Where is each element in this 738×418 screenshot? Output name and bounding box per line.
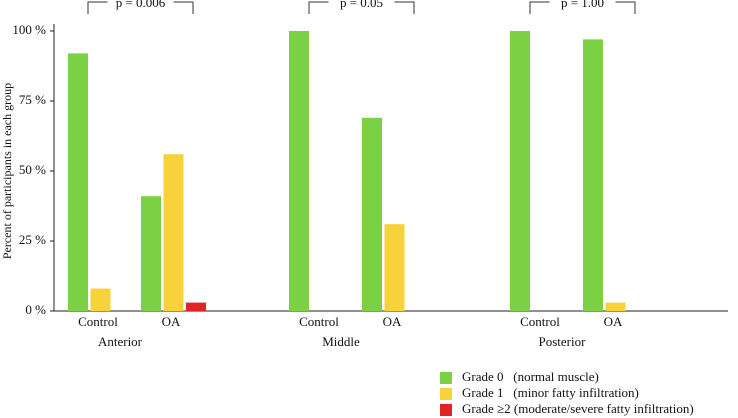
bar [289,31,309,311]
group-label: Middle [322,334,360,349]
x-tick-label: Control [520,314,560,329]
annotation: p = 0.05 [340,0,383,10]
x-tick-label: OA [162,314,181,329]
x-tick-label: OA [604,314,623,329]
x-tick-label: Control [78,314,118,329]
bar [583,39,603,312]
annotation-bg [549,0,616,12]
annotation-bg [328,0,395,12]
y-tick-label: 50 % [19,162,46,177]
bar [605,302,626,311]
legend-swatch [440,404,452,416]
bar [141,196,161,311]
bar [362,117,382,311]
y-axis-label: Percent of participants in each group [0,83,14,259]
bar [384,224,405,311]
legend-swatch [440,372,452,384]
legend-label: Grade 1 (minor fatty infiltration) [462,385,639,400]
bar [90,288,111,311]
bar [510,31,530,311]
y-tick-label: 25 % [19,232,46,247]
bar [163,154,184,311]
x-tick-label: Control [299,314,339,329]
x-tick-label: OA [383,314,402,329]
annotation: p = 1.00 [561,0,604,10]
group-label: Posterior [539,334,587,349]
annotation: p = 0.006 [116,0,166,10]
bar [68,53,88,312]
bar [186,302,206,311]
group-label: Anterior [98,334,143,349]
annotation-bg [107,0,174,12]
legend-label: Grade ≥2 (moderate/severe fatty infiltra… [462,401,694,416]
y-tick-label: 0 % [25,302,46,317]
y-tick-label: 75 % [19,92,46,107]
y-tick-label: 100 % [12,22,46,37]
legend-label: Grade 0 (normal muscle) [462,369,599,384]
legend-swatch [440,388,452,400]
